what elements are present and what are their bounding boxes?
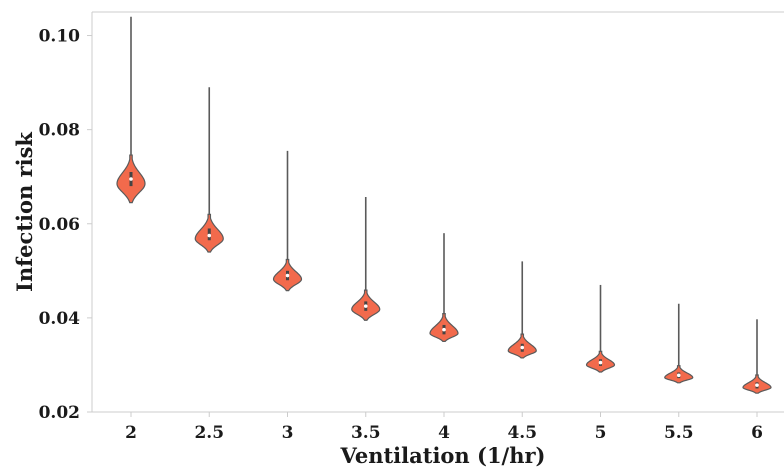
violin-median-dot	[285, 273, 290, 278]
y-tick-label: 0.06	[39, 215, 80, 235]
violin-median-dot	[442, 327, 446, 332]
violin-4.5	[507, 261, 537, 359]
y-axis-title: Infection risk	[12, 132, 37, 292]
violin-4	[429, 233, 459, 343]
y-tick-label: 0.02	[39, 403, 80, 423]
x-tick-label: 4	[438, 423, 450, 443]
violin-3.5	[351, 196, 381, 321]
violin-median-dot	[363, 304, 368, 308]
violin-2	[116, 16, 146, 204]
x-tick-label: 6	[751, 423, 763, 443]
violin-median-dot	[207, 233, 212, 238]
x-tick-label: 4.5	[507, 423, 537, 443]
x-axis-title: Ventilation (1/hr)	[339, 443, 545, 468]
violin-3	[272, 150, 303, 292]
violin-median-dot	[598, 360, 603, 365]
violin-median-dot	[755, 383, 759, 387]
violins-layer	[116, 16, 772, 394]
x-tick-label: 3	[282, 423, 294, 443]
violin-median-dot	[129, 177, 133, 181]
x-tick-label: 2	[125, 423, 137, 443]
y-tick-label: 0.08	[39, 121, 80, 141]
violin-5.5	[664, 303, 694, 384]
plot-frame	[91, 11, 784, 413]
violin-median-dot	[520, 345, 525, 350]
x-tick-label: 5	[595, 423, 607, 443]
x-tick-label: 3.5	[351, 423, 381, 443]
violin-2.5	[194, 87, 224, 253]
y-tick-label: 0.10	[39, 27, 81, 47]
violin-5	[585, 284, 616, 373]
violin-6	[742, 319, 772, 394]
y-tick-label: 0.04	[39, 309, 81, 329]
x-tick-label: 2.5	[194, 423, 224, 443]
x-tick-label: 5.5	[664, 423, 694, 443]
x-axis-ticks: 2 2.5 3 3.5 4 4.5 5 5.5 6	[125, 412, 763, 443]
violin-median-dot	[676, 373, 681, 378]
y-axis-ticks: 0.02 0.04 0.06 0.08 0.10	[39, 27, 92, 423]
